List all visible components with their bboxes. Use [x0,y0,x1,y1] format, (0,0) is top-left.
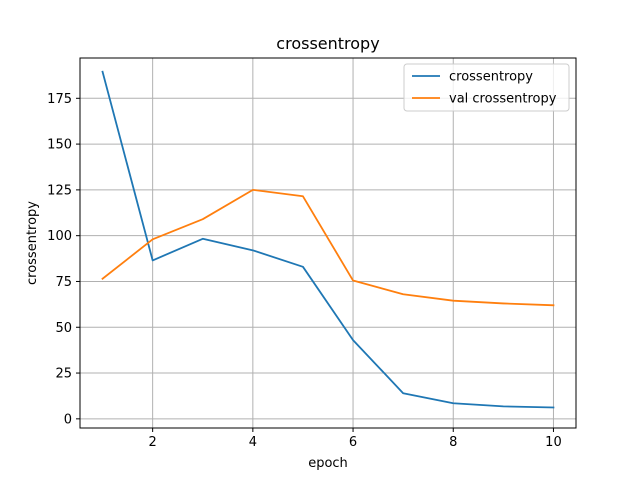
x-tick-label: 6 [349,435,357,450]
legend-label: val crossentropy [449,92,557,107]
x-axis-label: epoch [308,456,348,471]
y-tick-label: 175 [47,92,72,107]
legend-box [403,63,570,112]
y-tick-label: 0 [64,412,72,427]
y-tick-label: 150 [47,138,72,153]
y-axis-label: crossentropy [25,201,40,285]
series-line-1 [101,70,555,409]
grid-lines [80,58,576,428]
y-axis: 0 25 50 75 100 125 150 175 [47,92,80,427]
y-tick-label: 25 [55,367,72,382]
x-tick-label: 2 [149,435,157,450]
legend-label: crossentropy [449,70,533,85]
legend: crossentropy val crossentropy [403,63,570,112]
x-tick-label: 4 [249,435,257,450]
series-lines [101,70,555,409]
y-tick-label: 50 [55,321,72,336]
y-tick-label: 100 [47,229,72,244]
chart-title: crossentropy [276,34,379,53]
plot-frame [79,57,577,429]
x-tick-label: 8 [449,435,457,450]
y-tick-label: 75 [55,275,72,290]
series-line-2 [101,188,555,307]
y-tick-label: 125 [47,183,72,198]
x-tick-label: 10 [545,435,562,450]
x-axis: 2 4 6 8 10 [149,428,562,450]
